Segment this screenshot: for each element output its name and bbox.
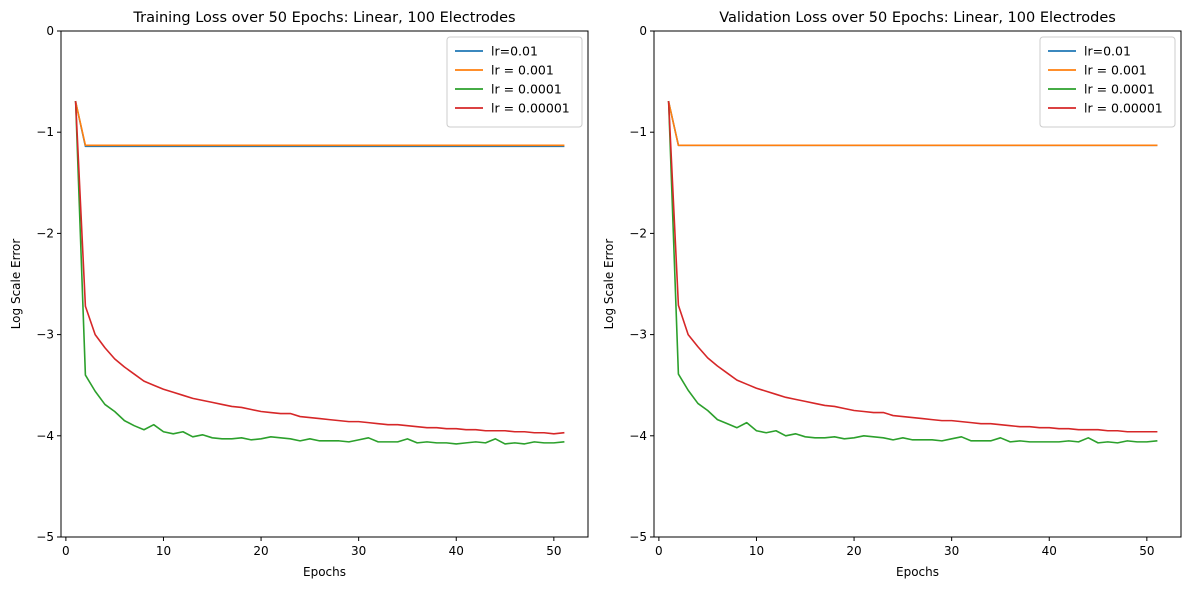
legend-label-2: lr = 0.001 xyxy=(491,63,554,78)
x-tick-label: 40 xyxy=(449,544,464,558)
x-tick-label: 30 xyxy=(351,544,366,558)
legend-label-3: lr = 0.0001 xyxy=(491,82,562,97)
y-axis-label: Log Scale Error xyxy=(602,239,616,330)
legend-label-4: lr = 0.00001 xyxy=(1084,101,1163,116)
series-line-4 xyxy=(74,101,565,435)
y-tick-label: −5 xyxy=(36,530,54,544)
legend-label-4: lr = 0.00001 xyxy=(491,101,570,116)
legend-box xyxy=(1039,36,1176,128)
legend-label-2: lr = 0.001 xyxy=(1084,63,1147,78)
series-line-1 xyxy=(74,100,565,148)
x-tick-label: 0 xyxy=(62,544,70,558)
series-lines xyxy=(74,100,565,445)
series-line-4 xyxy=(667,101,1158,433)
x-axis-label: Epochs xyxy=(303,565,346,579)
y-tick-label: −4 xyxy=(629,429,647,443)
x-tick-label: 10 xyxy=(156,544,171,558)
axes-frame xyxy=(60,30,589,538)
x-tick-label: 20 xyxy=(846,544,861,558)
x-tick-label: 50 xyxy=(546,544,561,558)
legend: lr=0.01 lr = 0.001 lr = 0.0001 lr = 0.00001 xyxy=(1039,36,1176,128)
x-tick-label: 20 xyxy=(253,544,268,558)
legend-label-1: lr=0.01 xyxy=(1084,44,1131,59)
series-lines xyxy=(667,100,1158,444)
axes-frame xyxy=(653,30,1182,538)
series-line-2 xyxy=(667,100,1158,147)
chart-title: Validation Loss over 50 Epochs: Linear, … xyxy=(719,10,1116,26)
series-line-2 xyxy=(74,100,565,147)
x-tick-label: 10 xyxy=(749,544,764,558)
x-tick-label: 40 xyxy=(1042,544,1057,558)
x-tick-label: 0 xyxy=(655,544,663,558)
legend-label-3: lr = 0.0001 xyxy=(1084,82,1155,97)
x-axis-label: Epochs xyxy=(896,565,939,579)
x-tick-label: 30 xyxy=(944,544,959,558)
x-tick-label: 50 xyxy=(1139,544,1154,558)
y-tick-label: −1 xyxy=(36,125,54,139)
legend-box xyxy=(446,36,583,128)
y-tick-label: 0 xyxy=(639,24,647,38)
legend-label-1: lr=0.01 xyxy=(491,44,538,59)
y-tick-label: −4 xyxy=(36,429,54,443)
series-line-3 xyxy=(74,101,565,445)
y-tick-label: −2 xyxy=(36,226,54,240)
y-tick-label: −5 xyxy=(629,530,647,544)
y-tick-label: −2 xyxy=(629,226,647,240)
chart-panel-1: Training Loss over 50 Epochs: Linear, 10… xyxy=(9,10,589,579)
series-line-3 xyxy=(667,101,1158,444)
y-tick-label: −3 xyxy=(36,328,54,342)
chart-title: Training Loss over 50 Epochs: Linear, 10… xyxy=(132,10,515,26)
y-tick-label: 0 xyxy=(46,24,54,38)
y-tick-label: −1 xyxy=(629,125,647,139)
chart-panel-2: Validation Loss over 50 Epochs: Linear, … xyxy=(602,10,1182,579)
y-axis-label: Log Scale Error xyxy=(9,239,23,330)
y-tick-label: −3 xyxy=(629,328,647,342)
legend: lr=0.01 lr = 0.001 lr = 0.0001 lr = 0.00001 xyxy=(446,36,583,128)
